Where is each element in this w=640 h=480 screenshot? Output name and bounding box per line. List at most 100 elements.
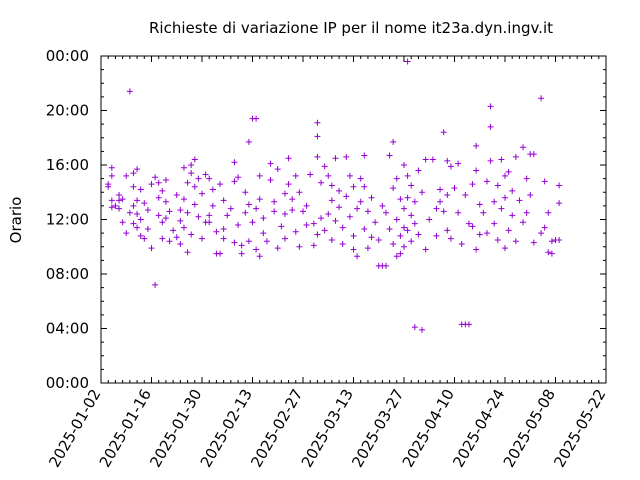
scatter-point xyxy=(411,324,418,331)
scatter-point xyxy=(134,224,141,231)
scatter-point xyxy=(339,241,346,248)
scatter-point xyxy=(191,201,198,208)
scatter-point xyxy=(105,183,112,190)
scatter-point xyxy=(505,227,512,234)
scatter-point xyxy=(382,262,389,269)
scatter-point xyxy=(498,205,505,212)
scatter-point xyxy=(498,156,505,163)
scatter-point xyxy=(372,219,379,226)
scatter-point xyxy=(274,245,281,252)
scatter-point xyxy=(289,206,296,213)
scatter-point xyxy=(397,196,404,203)
scatter-point xyxy=(206,212,213,219)
scatter-point xyxy=(328,197,335,204)
scatter-point xyxy=(523,209,530,216)
scatter-point xyxy=(516,197,523,204)
scatter-point xyxy=(191,156,198,163)
scatter-point xyxy=(318,179,325,186)
scatter-point xyxy=(148,245,155,252)
scatter-point xyxy=(411,198,418,205)
scatter-point xyxy=(447,235,454,242)
scatter-point xyxy=(483,178,490,185)
scatter-point xyxy=(458,241,465,248)
scatter-point xyxy=(144,206,151,213)
scatter-point xyxy=(191,183,198,190)
scatter-point xyxy=(465,321,472,328)
scatter-point xyxy=(267,176,274,183)
scatter-point xyxy=(217,181,224,188)
scatter-point xyxy=(220,197,227,204)
chart-title: Richieste di variazione IP per il nome i… xyxy=(149,19,553,37)
scatter-point xyxy=(292,228,299,235)
scatter-point xyxy=(332,217,339,224)
scatter-point xyxy=(281,211,288,218)
scatter-point xyxy=(444,157,451,164)
scatter-point xyxy=(195,213,202,220)
scatter-point xyxy=(393,216,400,223)
scatter-point xyxy=(494,236,501,243)
scatter-point xyxy=(296,189,303,196)
scatter-point xyxy=(401,224,407,231)
scatter-point xyxy=(162,176,169,183)
scatter-point xyxy=(397,250,404,257)
scatter-point xyxy=(130,183,137,190)
scatter-point xyxy=(520,219,527,226)
scatter-point xyxy=(447,163,454,170)
scatter-point xyxy=(209,202,216,209)
scatter-point xyxy=(530,151,537,158)
scatter-point xyxy=(289,196,296,203)
scatter-point xyxy=(491,220,498,227)
scatter-point xyxy=(130,170,137,177)
scatter-point xyxy=(159,235,166,242)
scatter-point xyxy=(188,231,195,238)
scatter-point xyxy=(162,215,169,222)
scatter-point xyxy=(260,230,267,237)
scatter-point xyxy=(487,123,494,130)
scatter-point xyxy=(433,205,440,212)
scatter-point xyxy=(548,238,555,245)
scatter-point xyxy=(530,239,537,246)
scatter-point xyxy=(134,197,141,204)
scatter-point xyxy=(238,250,245,257)
scatter-point xyxy=(491,198,498,205)
scatter-point xyxy=(440,129,447,136)
scatter-point xyxy=(379,202,386,209)
scatter-point xyxy=(393,175,400,182)
scatter-point xyxy=(354,205,361,212)
scatter-point xyxy=(476,201,483,208)
scatter-point xyxy=(141,235,148,242)
scatter-point xyxy=(390,241,397,248)
scatter-point xyxy=(108,172,115,179)
scatter-point xyxy=(411,220,418,227)
scatter-point xyxy=(548,250,555,257)
scatter-point xyxy=(415,231,422,238)
scatter-point xyxy=(271,198,278,205)
scatter-point xyxy=(364,208,371,215)
scatter-point xyxy=(184,209,191,216)
scatter-point xyxy=(116,205,123,212)
scatter-point xyxy=(303,221,310,228)
scatter-point xyxy=(487,103,494,110)
scatter-point xyxy=(408,212,415,219)
scatter-point xyxy=(177,217,184,224)
scatter-point xyxy=(476,231,483,238)
scatter-point xyxy=(253,246,260,253)
scatter-point xyxy=(455,160,462,167)
scatter-point xyxy=(108,164,115,171)
scatter-point xyxy=(523,175,530,182)
scatter-point xyxy=(325,172,332,179)
scatter-point xyxy=(368,194,375,201)
scatter-point xyxy=(343,193,350,200)
scatter-point xyxy=(155,194,162,201)
scatter-point xyxy=(422,156,429,163)
scatter-point xyxy=(556,182,563,189)
scatter-point xyxy=(195,175,202,182)
scatter-point xyxy=(527,191,534,198)
scatter-point xyxy=(328,236,335,243)
scatter-point xyxy=(137,216,144,223)
scatter-point xyxy=(512,238,519,245)
scatter-point xyxy=(336,187,343,194)
scatter-point xyxy=(292,172,299,179)
